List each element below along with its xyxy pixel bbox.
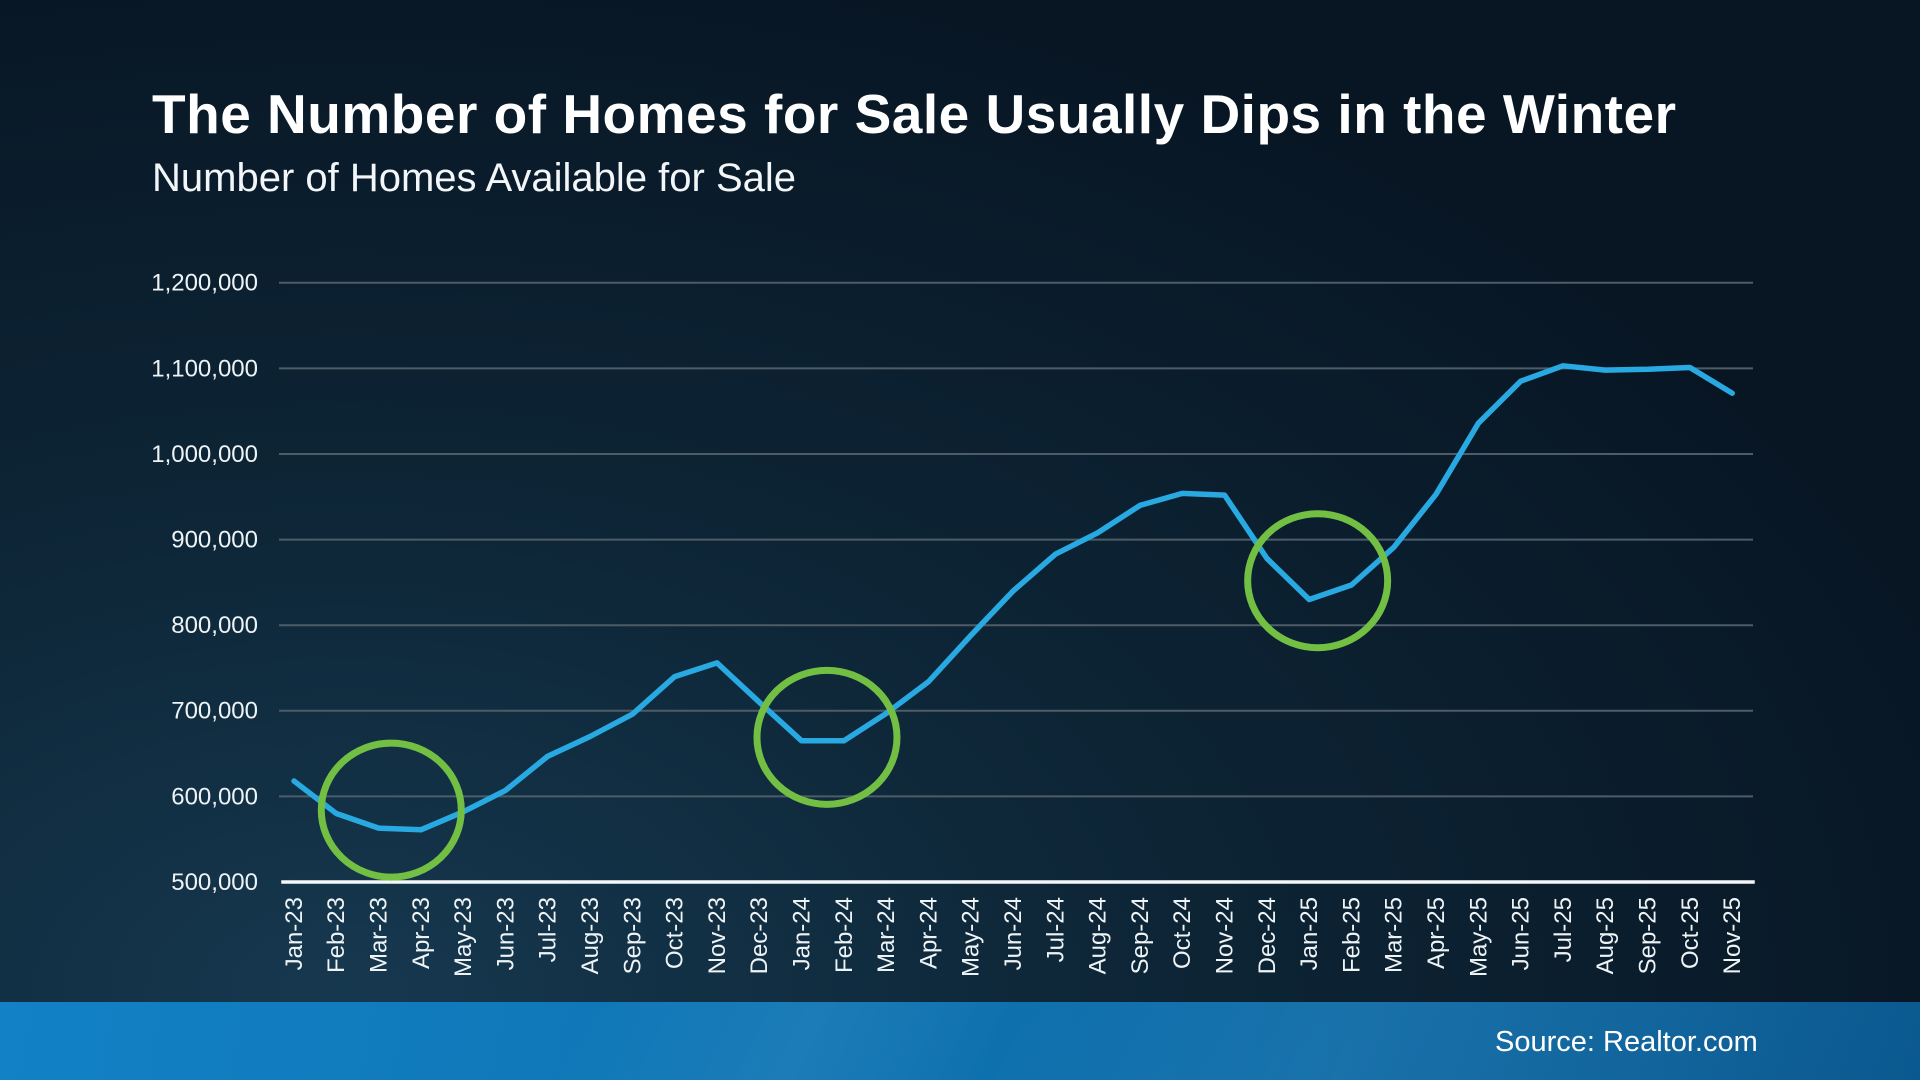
x-tick-label: Nov-24	[1212, 897, 1239, 974]
y-tick-label: 1,200,000	[151, 270, 258, 297]
winter-dip-2025-circle	[1244, 510, 1392, 652]
x-tick-label: Sep-23	[619, 897, 646, 974]
x-tick-label: May-23	[450, 897, 477, 977]
page-title: The Number of Homes for Sale Usually Dip…	[152, 83, 1677, 145]
y-tick-label: 500,000	[171, 869, 258, 896]
x-tick-label: Aug-25	[1592, 897, 1619, 974]
footer-bar	[0, 1002, 1920, 1080]
x-tick-label: May-25	[1465, 897, 1492, 977]
y-tick-label: 900,000	[171, 527, 258, 554]
x-tick-label: Jun-25	[1508, 897, 1535, 970]
x-tick-label: Apr-23	[408, 897, 435, 969]
x-tick-label: Jul-25	[1550, 897, 1577, 962]
y-tick-label: 700,000	[171, 698, 258, 725]
x-tick-label: Mar-23	[366, 897, 393, 973]
y-tick-label: 800,000	[171, 612, 258, 639]
x-tick-label: Feb-23	[323, 897, 350, 973]
x-tick-label: Jan-24	[789, 897, 816, 970]
x-tick-label: Jan-23	[281, 897, 308, 970]
source-attribution: Source: Realtor.com	[1495, 1026, 1758, 1058]
x-tick-label: Dec-24	[1254, 897, 1281, 974]
x-tick-label: Feb-24	[831, 897, 858, 973]
x-tick-label: Sep-24	[1127, 897, 1154, 974]
y-tick-label: 1,000,000	[151, 441, 258, 468]
winter-dip-2024-circle	[753, 666, 901, 808]
x-tick-label: Oct-25	[1677, 897, 1704, 969]
x-tick-label: Apr-24	[915, 897, 942, 969]
winter-dip-2023-circle	[317, 739, 465, 881]
x-tick-label: Oct-24	[1169, 897, 1196, 969]
x-tick-label: Jul-24	[1042, 897, 1069, 962]
x-tick-label: Apr-25	[1423, 897, 1450, 969]
x-tick-label: Sep-25	[1635, 897, 1662, 974]
inventory-line	[291, 363, 1735, 833]
x-tick-label: Aug-24	[1085, 897, 1112, 974]
x-tick-label: Nov-25	[1719, 897, 1746, 974]
x-tick-label: Nov-23	[704, 897, 731, 974]
x-tick-label: Aug-23	[577, 897, 604, 974]
chart-subtitle: Number of Homes Available for Sale	[152, 156, 797, 200]
y-tick-label: 600,000	[171, 783, 258, 810]
x-tick-label: Oct-23	[662, 897, 689, 969]
x-tick-label: Feb-25	[1338, 897, 1365, 973]
x-tick-label: May-24	[958, 897, 985, 977]
x-tick-label: Jul-23	[535, 897, 562, 962]
x-tick-label: Mar-24	[873, 897, 900, 973]
footer-sheen	[0, 1002, 1920, 1080]
x-tick-label: Jan-25	[1296, 897, 1323, 970]
x-tick-label: Mar-25	[1381, 897, 1408, 973]
y-tick-label: 1,100,000	[151, 355, 258, 382]
x-tick-label: Jun-23	[492, 897, 519, 970]
x-tick-label: Jun-24	[1000, 897, 1027, 970]
x-tick-label: Dec-23	[746, 897, 773, 974]
